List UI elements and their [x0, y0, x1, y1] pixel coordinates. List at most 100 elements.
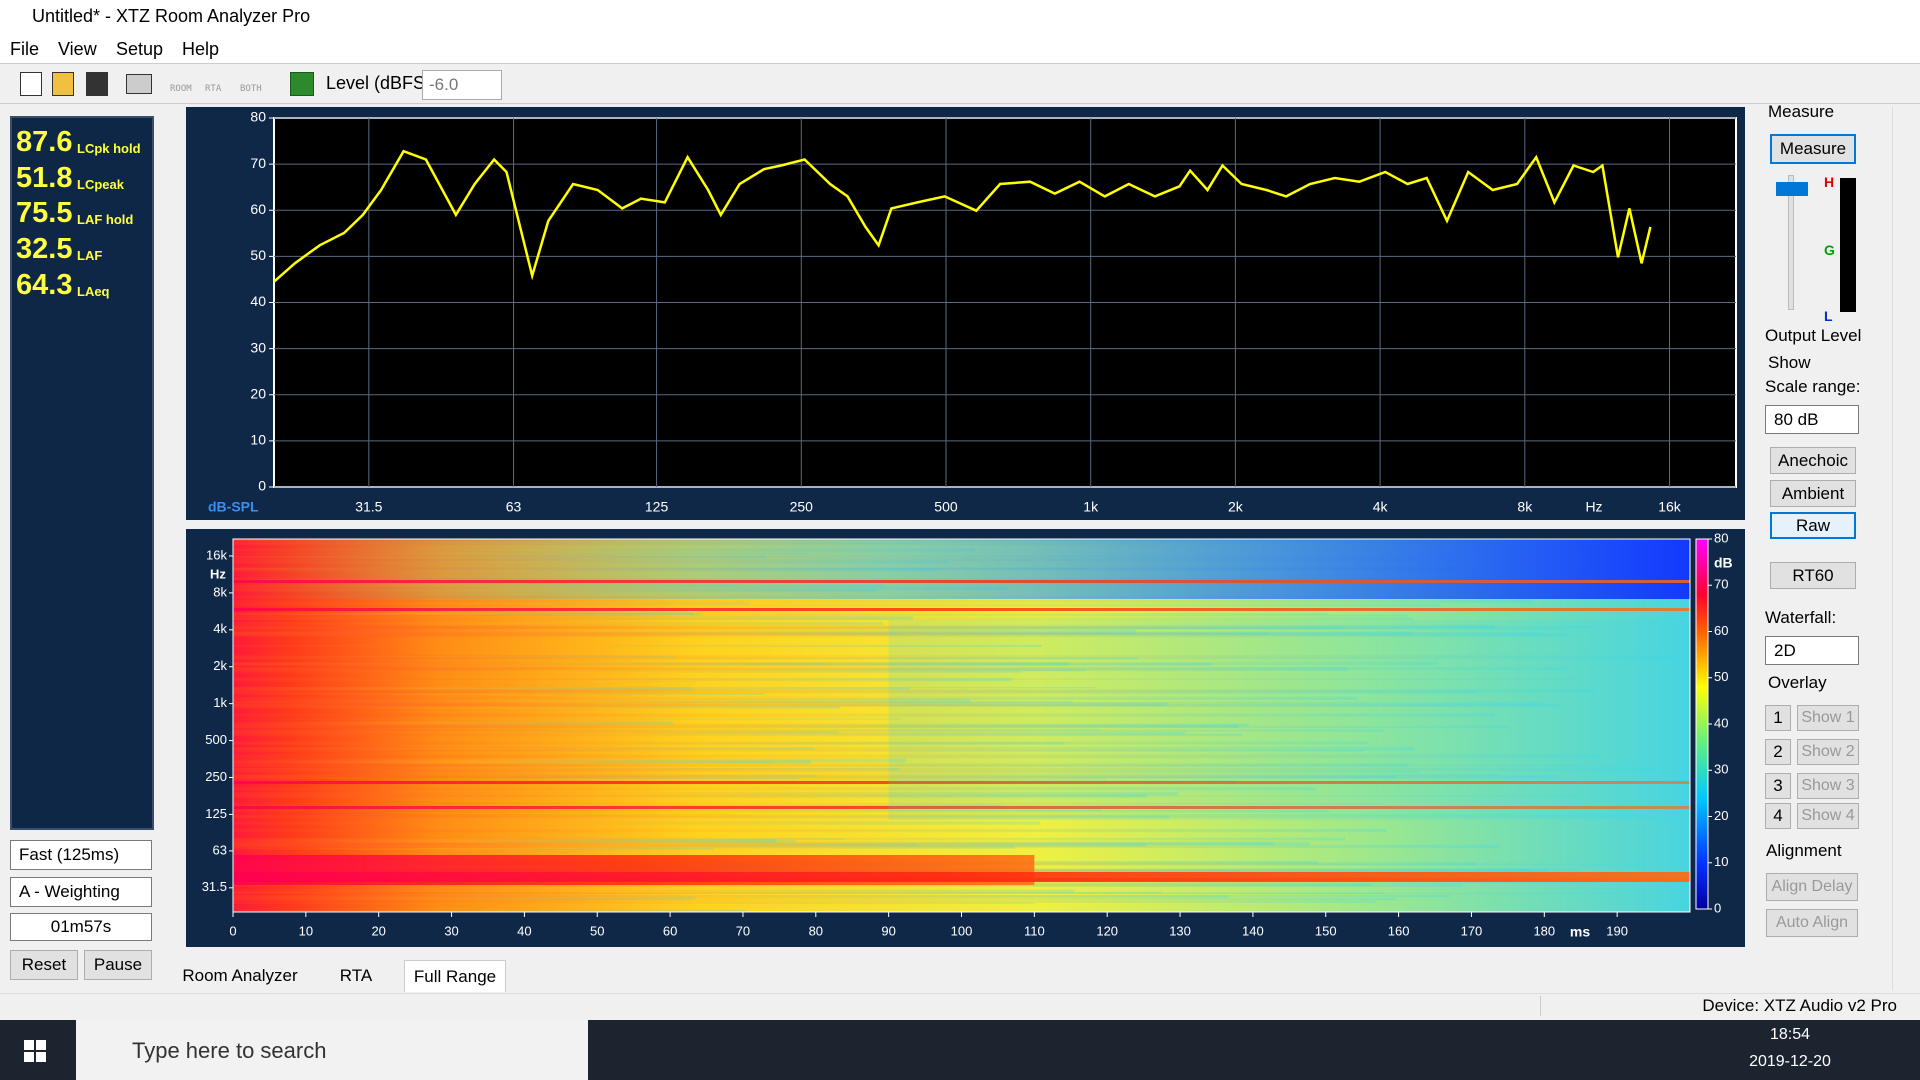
toolbar-icon[interactable] — [20, 72, 42, 96]
spectrogram-texture — [233, 814, 1645, 818]
toolbar-button[interactable]: RTA — [205, 84, 222, 94]
spectrogram-texture — [233, 671, 1022, 673]
response-combo[interactable]: Fast (125ms) — [10, 840, 152, 870]
tab[interactable]: Room Analyzer — [182, 966, 298, 985]
scrollbar[interactable] — [1892, 107, 1916, 991]
weighting-combo[interactable]: A - Weighting — [10, 877, 152, 907]
overlay-button[interactable]: Show 3 — [1797, 773, 1859, 799]
alignment-button[interactable]: Auto Align — [1766, 909, 1858, 937]
spectrogram-texture — [233, 839, 777, 843]
meter-panel — [10, 116, 154, 830]
spectrogram-texture — [233, 624, 1494, 629]
search-box[interactable] — [76, 1020, 588, 1080]
spectrogram-texture — [233, 761, 773, 764]
start-icon[interactable] — [24, 1040, 34, 1050]
x-tick-label: 1k — [1083, 499, 1099, 515]
panel-label: Measure — [1768, 102, 1835, 121]
toolbar-button[interactable]: BOTH — [240, 84, 262, 94]
start-icon[interactable] — [36, 1052, 46, 1062]
y-tick-label: 30 — [250, 339, 266, 355]
spectrogram-texture — [233, 729, 1385, 732]
colorbar-tick-label: 80 — [1714, 530, 1728, 545]
y-tick-label: 250 — [205, 769, 227, 784]
overlay-button[interactable]: Show 2 — [1797, 739, 1859, 765]
menu-item[interactable]: Setup — [116, 39, 164, 59]
alignment-button[interactable]: Align Delay — [1766, 873, 1858, 901]
spectrogram-texture — [233, 705, 840, 709]
toolbar-icon[interactable] — [86, 72, 108, 96]
spectrogram-texture — [233, 764, 1635, 767]
x-tick-label: 170 — [1461, 923, 1483, 938]
rt60-button[interactable]: RT60 — [1770, 562, 1856, 589]
spectrogram-texture — [233, 902, 1035, 904]
title-bar — [0, 0, 1920, 34]
colorbar-tick-label: 30 — [1714, 762, 1728, 777]
waterfall-combo[interactable]: 2D — [1765, 636, 1859, 665]
y-tick-label: 125 — [205, 806, 227, 821]
scale-range-combo[interactable]: 80 dB — [1765, 405, 1859, 434]
meter-button[interactable]: Pause — [84, 950, 152, 980]
spectrogram-texture — [233, 838, 845, 840]
y-axis-label: Hz — [210, 566, 226, 581]
panel-label: Scale range: — [1765, 377, 1861, 396]
menu-item[interactable]: Help — [182, 39, 220, 59]
toolbar — [0, 66, 1920, 104]
menu-item[interactable]: File — [10, 39, 40, 59]
toolbar-button[interactable]: ROOM — [170, 84, 192, 94]
print-icon[interactable] — [126, 74, 152, 94]
level-mark: H — [1824, 174, 1835, 190]
x-tick-label: 31.5 — [355, 499, 382, 515]
overlay-number[interactable]: 1 — [1765, 705, 1791, 731]
menu-item[interactable]: View — [58, 39, 97, 59]
tab[interactable]: RTA — [339, 966, 373, 985]
overlay-button[interactable]: Show 4 — [1797, 803, 1859, 829]
overlay-number[interactable]: 4 — [1765, 803, 1791, 829]
reading-value: 87.6 — [16, 126, 73, 158]
spectrogram-texture — [233, 633, 1570, 638]
spectrogram-texture — [233, 791, 1179, 796]
colorbar-tick-label: 50 — [1714, 669, 1728, 684]
output-slider-track — [1788, 175, 1794, 310]
spectrogram-texture — [233, 603, 1441, 607]
level-icon — [290, 72, 314, 96]
y-tick-label: 80 — [250, 109, 266, 125]
response-line — [273, 149, 1652, 283]
measure-button[interactable]: Measure — [1770, 134, 1856, 164]
toolbar-icon[interactable] — [52, 72, 74, 96]
colorbar — [1695, 538, 1709, 910]
y-tick-label: 63 — [213, 842, 227, 857]
overlay-button[interactable]: Show 1 — [1797, 705, 1859, 731]
start-icon[interactable] — [24, 1052, 34, 1062]
spectrogram-texture — [233, 656, 675, 658]
mode-button[interactable]: Raw — [1770, 512, 1856, 539]
y-tick-label: 0 — [258, 478, 266, 494]
overlay-number[interactable]: 2 — [1765, 739, 1791, 765]
mode-button[interactable]: Ambient — [1770, 480, 1856, 507]
reading-value: 75.5 — [16, 197, 73, 229]
reading-value: 64.3 — [16, 269, 73, 301]
colorbar-label: dB — [1714, 555, 1733, 571]
x-tick-label: 140 — [1242, 923, 1264, 938]
spectrogram-texture — [233, 687, 693, 691]
y-tick-label: 500 — [205, 732, 227, 747]
meter-button[interactable]: Reset — [10, 950, 78, 980]
x-tick-label: 40 — [517, 923, 531, 938]
output-slider-thumb[interactable] — [1776, 182, 1808, 196]
start-icon[interactable] — [36, 1040, 46, 1050]
y-tick-label: 40 — [250, 293, 266, 309]
x-tick-label: 10 — [299, 923, 313, 938]
spectrogram-texture — [233, 721, 674, 726]
search-text: Type here to search — [132, 1038, 327, 1063]
spectrogram-streak — [233, 608, 1690, 611]
spectrogram-texture — [233, 909, 747, 912]
overlay-number[interactable]: 3 — [1765, 773, 1791, 799]
elapsed-time: 01m57s — [10, 913, 152, 941]
x-tick-label: 150 — [1315, 923, 1337, 938]
level-input[interactable]: -6.0 — [422, 70, 502, 100]
tab[interactable]: Full Range — [404, 960, 506, 992]
spectrogram-texture — [233, 770, 1420, 773]
y-axis-label: dB-SPL — [208, 499, 259, 515]
colorbar-tick-label: 40 — [1714, 715, 1728, 730]
mode-button[interactable]: Anechoic — [1770, 447, 1856, 474]
